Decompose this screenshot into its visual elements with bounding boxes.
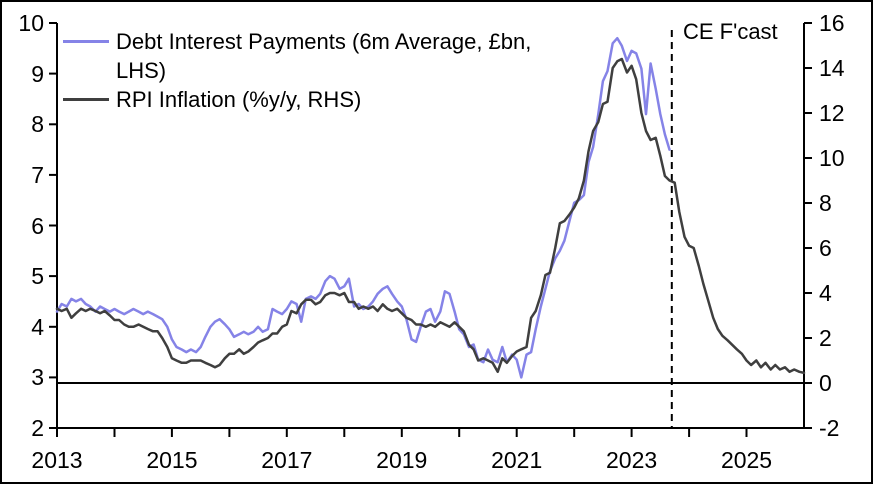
left-axis-ticks: [49, 22, 57, 429]
x-axis-tick-label: 2021: [491, 447, 543, 473]
x-axis-tick-label: 2015: [146, 447, 198, 473]
right-axis-tick-label: 8: [819, 190, 832, 216]
right-axis-tick-label: 12: [819, 100, 845, 126]
right-axis-tick-label: 6: [819, 235, 832, 261]
x-axis-tick-label: 2017: [261, 447, 313, 473]
debt-interest-line: [55, 36, 671, 379]
left-axis-tick-label: 6: [31, 212, 44, 239]
legend-item-rpi-inflation: RPI Inflation (%y/y, RHS): [63, 85, 531, 114]
forecast-annotation-label: CE F'cast: [683, 19, 778, 44]
x-axis-tick-label: 2019: [376, 447, 428, 473]
x-axis-tick-label: 2025: [720, 447, 773, 473]
left-axis-tick-label: 9: [31, 60, 44, 87]
left-axis-tick-label: 2: [31, 415, 44, 441]
x-axis-tick-label: 2013: [31, 447, 83, 473]
rpi-inflation-line-sample-icon: [63, 98, 109, 101]
debt-interest-line-sample-icon: [63, 40, 109, 43]
legend-label-rpi-inflation: RPI Inflation (%y/y, RHS): [116, 87, 362, 112]
left-axis-tick-label: 10: [18, 10, 44, 36]
x-axis-ticks: [56, 428, 748, 437]
left-axis-tick-label: 4: [31, 313, 44, 340]
right-axis-tick-label: 0: [819, 370, 832, 396]
legend-item-debt-interest: Debt Interest Payments (6m Average, £bn,…: [63, 27, 531, 85]
left-axis-tick-label: 3: [31, 364, 44, 391]
x-axis-tick-label: 2023: [606, 447, 658, 473]
chart-legend: Debt Interest Payments (6m Average, £bn,…: [63, 27, 531, 114]
left-axis-tick-label: 5: [31, 263, 44, 290]
right-axis-tick-label: 10: [819, 145, 845, 171]
right-axis-tick-label: 2: [819, 325, 832, 351]
left-axis-tick-label: 7: [31, 161, 44, 188]
legend-label-debt-interest: Debt Interest Payments (6m Average, £bn,…: [116, 27, 531, 85]
legend-label-debt-interest-line2: LHS): [116, 58, 167, 83]
right-axis-ticks: [804, 22, 812, 429]
right-axis-tick-label: -2: [819, 415, 840, 441]
legend-label-debt-interest-line1: Debt Interest Payments (6m Average, £bn,: [116, 29, 532, 54]
right-axis-tick-label: 14: [819, 55, 845, 81]
rpi-inflation-line: [55, 57, 806, 375]
right-axis-tick-label: 16: [819, 10, 845, 36]
left-axis-tick-label: 8: [31, 111, 44, 138]
right-axis-tick-label: 4: [819, 280, 832, 306]
